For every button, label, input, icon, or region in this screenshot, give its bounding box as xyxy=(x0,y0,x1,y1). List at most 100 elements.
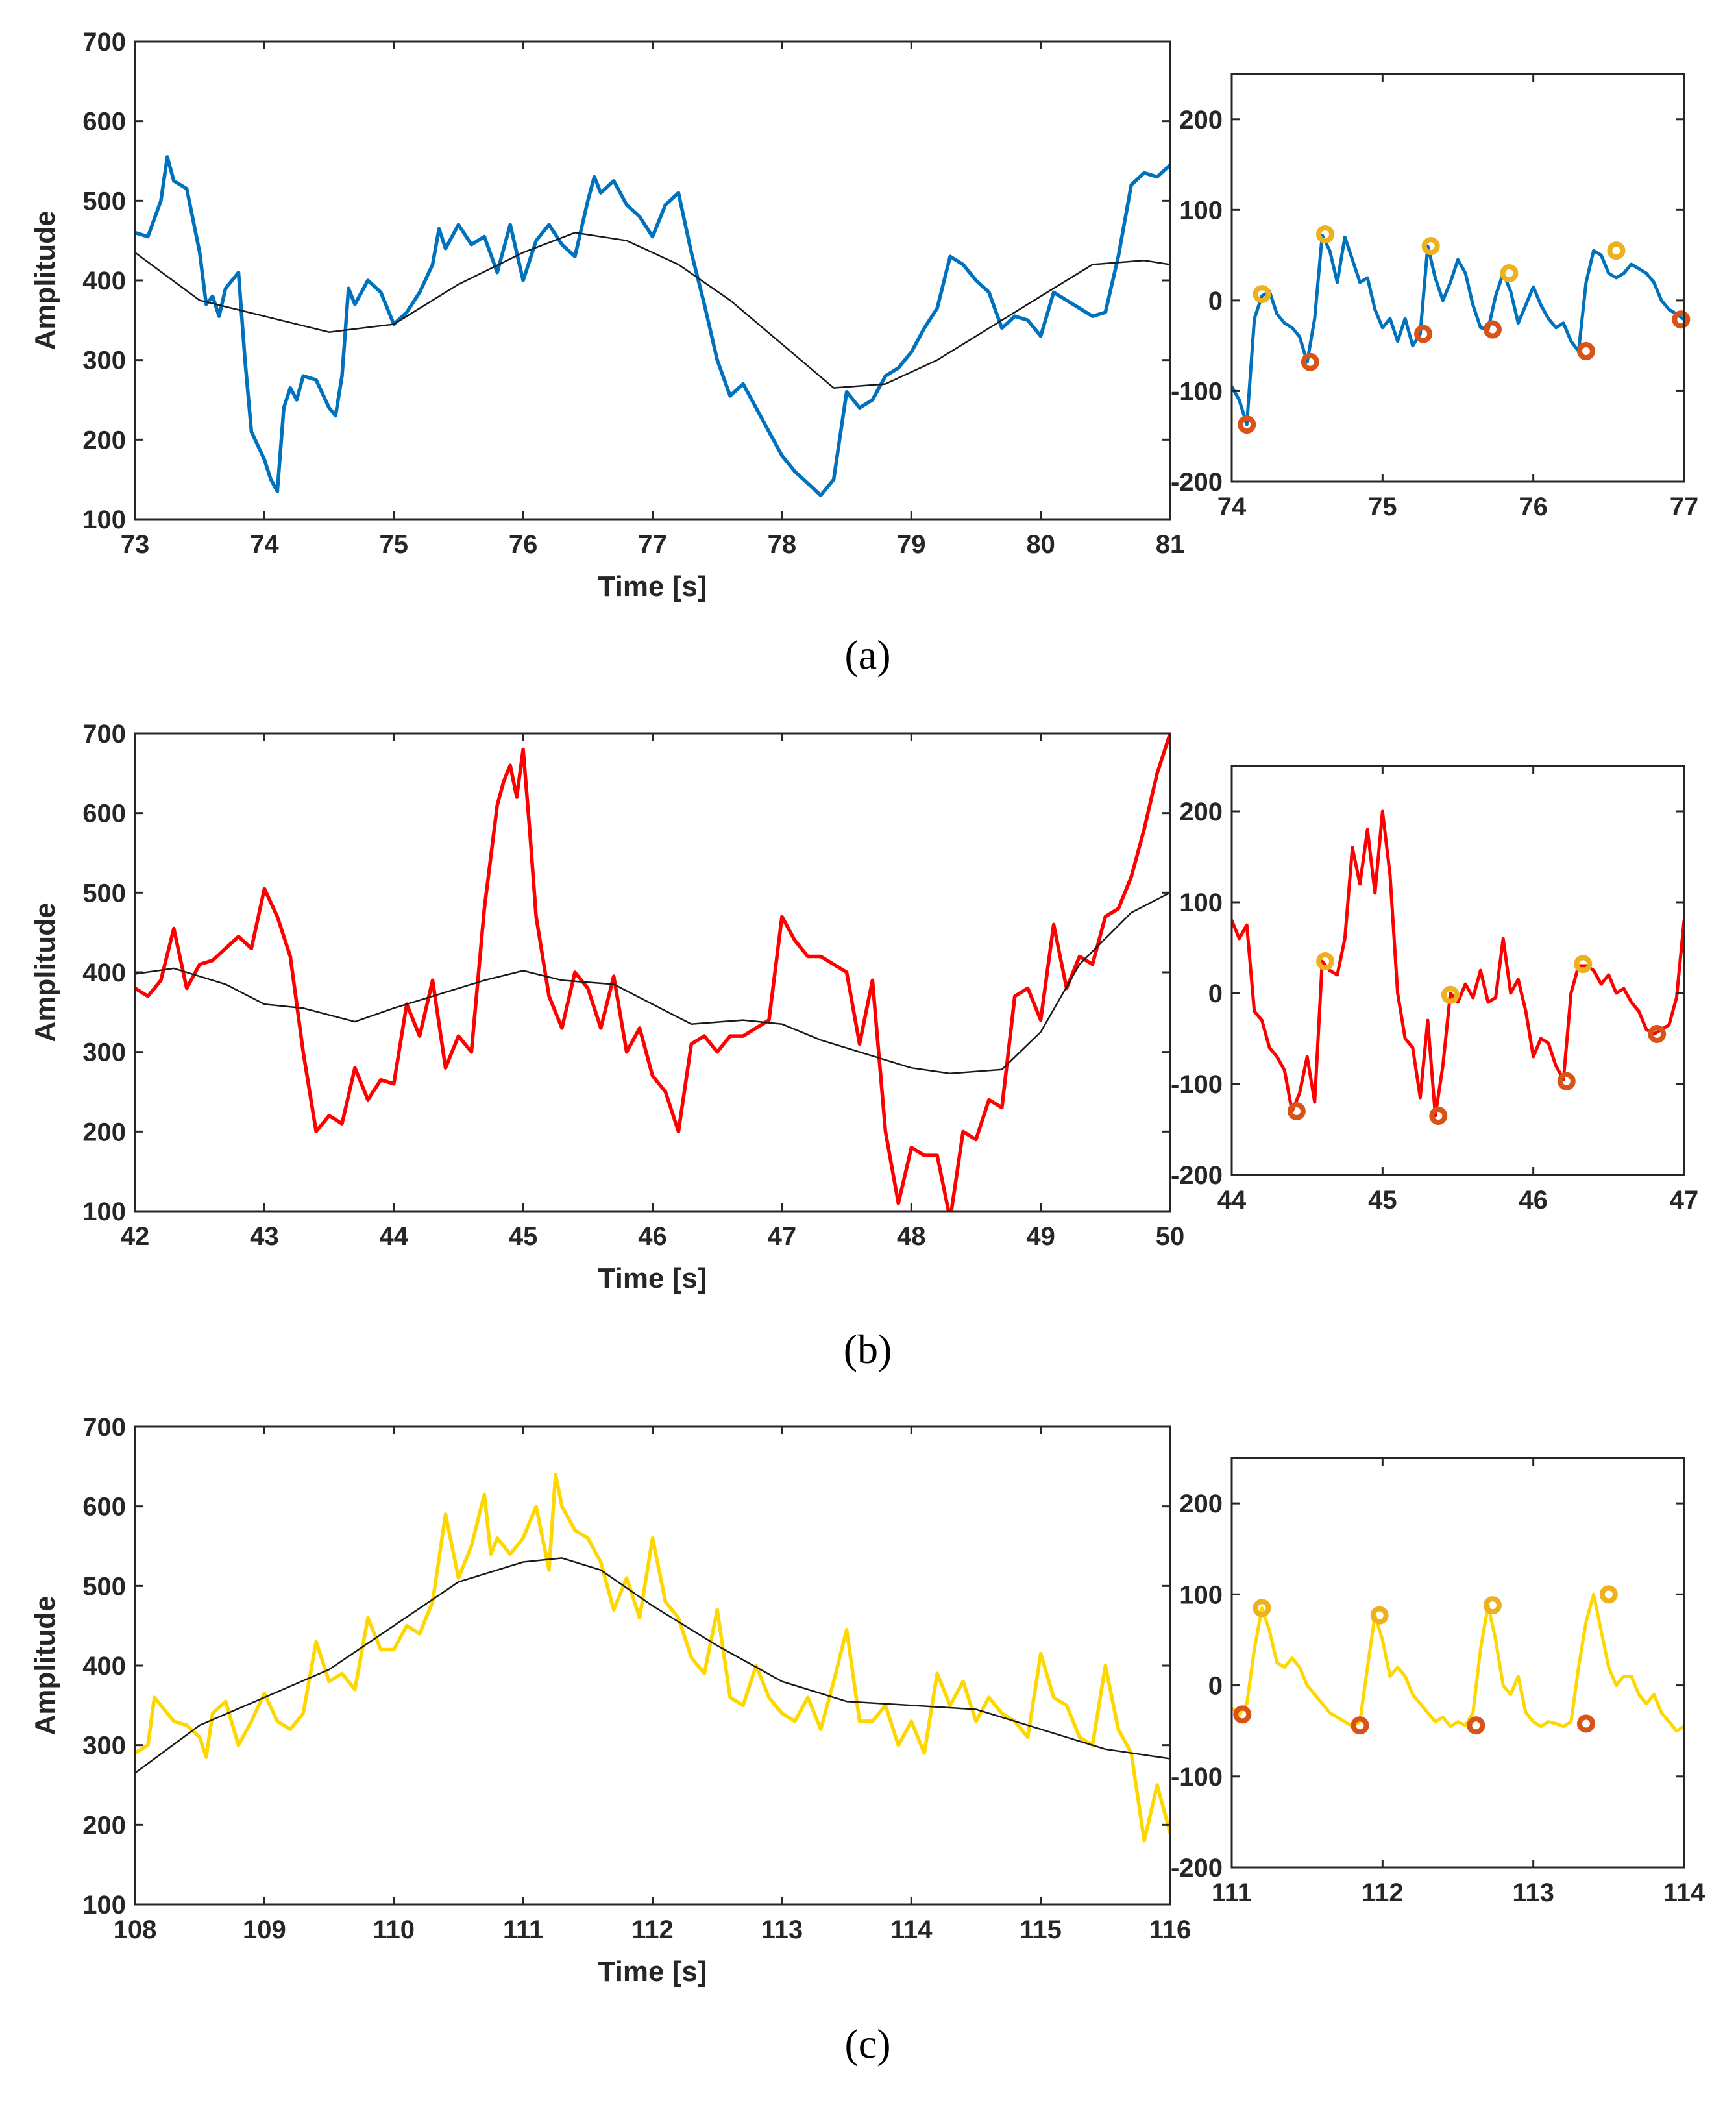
a-x-axis-title: Time [s] xyxy=(598,571,707,602)
bi-signal-line xyxy=(1232,809,1684,1118)
ai-y-tick-label: -100 xyxy=(1171,377,1223,406)
ai-y-tick-label: 200 xyxy=(1179,106,1223,134)
a-x-tick-label: 75 xyxy=(380,530,409,559)
bi-x-tick-label: 46 xyxy=(1519,1186,1548,1214)
bi-trough-marker xyxy=(1287,1102,1306,1120)
bi-peak-marker xyxy=(1574,955,1593,974)
bi-x-tick-label: 45 xyxy=(1368,1186,1397,1214)
b-y-tick-label: 500 xyxy=(82,879,126,907)
b-y-tick-label: 100 xyxy=(82,1198,126,1226)
chart-c: 108 109 110 111 112 113 114 115 116 100 200 300 400 5… xyxy=(29,1413,1191,1988)
c-y-tick-label: 200 xyxy=(82,1811,126,1840)
b-x-tick-label: 42 xyxy=(121,1222,150,1251)
bi-peak-marker xyxy=(1316,952,1335,970)
ai-trough-marker xyxy=(1576,342,1595,361)
a-x-tick-label: 78 xyxy=(768,530,797,559)
a-y-tick-label: 500 xyxy=(82,187,126,215)
b-x-tick-label: 49 xyxy=(1026,1222,1055,1251)
panel-label-a: (a) xyxy=(844,632,890,678)
b-y-axis-title: Amplitude xyxy=(29,902,61,1042)
b-x-tick-label: 45 xyxy=(509,1222,538,1251)
bi-trough-marker xyxy=(1429,1107,1448,1125)
a-y-tick-label: 600 xyxy=(82,108,126,136)
ci-x-tick-label: 113 xyxy=(1512,1878,1554,1907)
c-y-tick-label: 100 xyxy=(82,1891,126,1919)
b-x-axis-title: Time [s] xyxy=(598,1262,707,1294)
b-signal-line xyxy=(135,733,1170,1211)
bi-peak-marker xyxy=(1441,985,1460,1004)
a-signal-line xyxy=(135,155,1170,497)
bi-y-tick-label: -100 xyxy=(1171,1070,1223,1099)
ai-peak-marker xyxy=(1253,285,1271,304)
ai-trough-marker xyxy=(1672,310,1691,329)
ci-plot-area xyxy=(1232,1458,1684,1867)
a-x-tick-label: 74 xyxy=(250,530,279,559)
b-x-tick-label: 50 xyxy=(1156,1222,1185,1251)
ci-trough-marker xyxy=(1233,1705,1252,1724)
c-x-tick-label: 110 xyxy=(373,1915,415,1944)
c-y-tick-label: 400 xyxy=(82,1652,126,1680)
ci-x-tick-label: 112 xyxy=(1362,1878,1404,1907)
ai-y-tick-label: 100 xyxy=(1179,196,1223,225)
bi-y-tick-label: 200 xyxy=(1179,798,1223,826)
a-y-tick-label: 400 xyxy=(82,267,126,295)
b-y-tick-label: 400 xyxy=(82,959,126,987)
ai-peak-marker xyxy=(1316,225,1335,244)
ai-x-tick-label: 77 xyxy=(1670,493,1699,521)
bi-trough-marker xyxy=(1648,1025,1667,1043)
ai-x-tick-label: 76 xyxy=(1519,493,1548,521)
panel-label-b: (b) xyxy=(844,1326,892,1372)
c-y-axis-title: Amplitude xyxy=(29,1595,61,1735)
ci-signal-line xyxy=(1232,1592,1684,1733)
c-x-tick-label: 113 xyxy=(761,1915,803,1944)
a-y-tick-label: 100 xyxy=(82,506,126,534)
a-y-axis-title: Amplitude xyxy=(29,210,61,350)
b-trend-line xyxy=(135,892,1170,1075)
c-y-tick-label: 300 xyxy=(82,1732,126,1760)
a-x-tick-label: 80 xyxy=(1026,530,1055,559)
ai-plot-area xyxy=(1232,74,1684,482)
b-y-tick-label: 200 xyxy=(82,1118,126,1146)
c-signal-line xyxy=(135,1472,1170,1843)
chart-a-inset: 74 75 76 77 -200 -100 0 100 200 xyxy=(1171,73,1699,521)
b-y-tick-label: 300 xyxy=(82,1039,126,1067)
a-x-tick-label: 73 xyxy=(121,530,150,559)
ai-axes-frame xyxy=(1230,73,1685,483)
ai-x-tick-label: 74 xyxy=(1217,493,1247,521)
ai-peak-marker xyxy=(1500,264,1519,283)
chart-b: 42 43 44 45 46 47 48 49 50 100 200 300 400 500 600 700 T… xyxy=(29,720,1184,1294)
a-trend-line xyxy=(135,232,1170,389)
ai-y-tick-label: 0 xyxy=(1208,287,1223,315)
b-plot-area xyxy=(135,733,1170,1211)
panel-label-c: (c) xyxy=(844,2021,890,2067)
c-x-tick-label: 112 xyxy=(631,1915,674,1944)
bi-x-tick-label: 44 xyxy=(1217,1186,1247,1214)
bi-x-tick-label: 47 xyxy=(1670,1186,1699,1214)
ci-y-tick-label: 0 xyxy=(1208,1672,1223,1701)
ci-peak-marker xyxy=(1599,1585,1618,1604)
c-series-group xyxy=(135,1472,1170,1843)
c-x-tick-label: 115 xyxy=(1020,1915,1062,1944)
ci-trough-marker xyxy=(1351,1716,1369,1735)
c-x-tick-label: 108 xyxy=(114,1915,157,1944)
ci-axes-frame xyxy=(1230,1457,1685,1869)
ai-series-group xyxy=(1232,233,1684,426)
b-series-group xyxy=(135,733,1170,1211)
ci-x-tick-label: 114 xyxy=(1663,1878,1705,1907)
a-plot-area xyxy=(135,42,1170,519)
b-y-tick-label: 600 xyxy=(82,800,126,828)
a-y-tick-label: 200 xyxy=(82,426,126,454)
chart-c-inset: 111 112 113 114 -200 -100 0 100 200 xyxy=(1171,1457,1705,1907)
ci-trough-marker xyxy=(1576,1714,1595,1733)
ci-peak-marker xyxy=(1370,1606,1389,1625)
ai-trough-marker xyxy=(1483,320,1502,339)
bi-series-group xyxy=(1232,809,1684,1118)
bi-axes-frame xyxy=(1230,765,1685,1176)
ci-series-group xyxy=(1232,1592,1684,1733)
ai-trough-marker xyxy=(1301,352,1319,371)
ci-peak-marker xyxy=(1253,1599,1271,1618)
a-x-tick-label: 77 xyxy=(638,530,667,559)
b-y-tick-label: 700 xyxy=(82,720,126,748)
ai-trough-marker xyxy=(1414,325,1433,343)
